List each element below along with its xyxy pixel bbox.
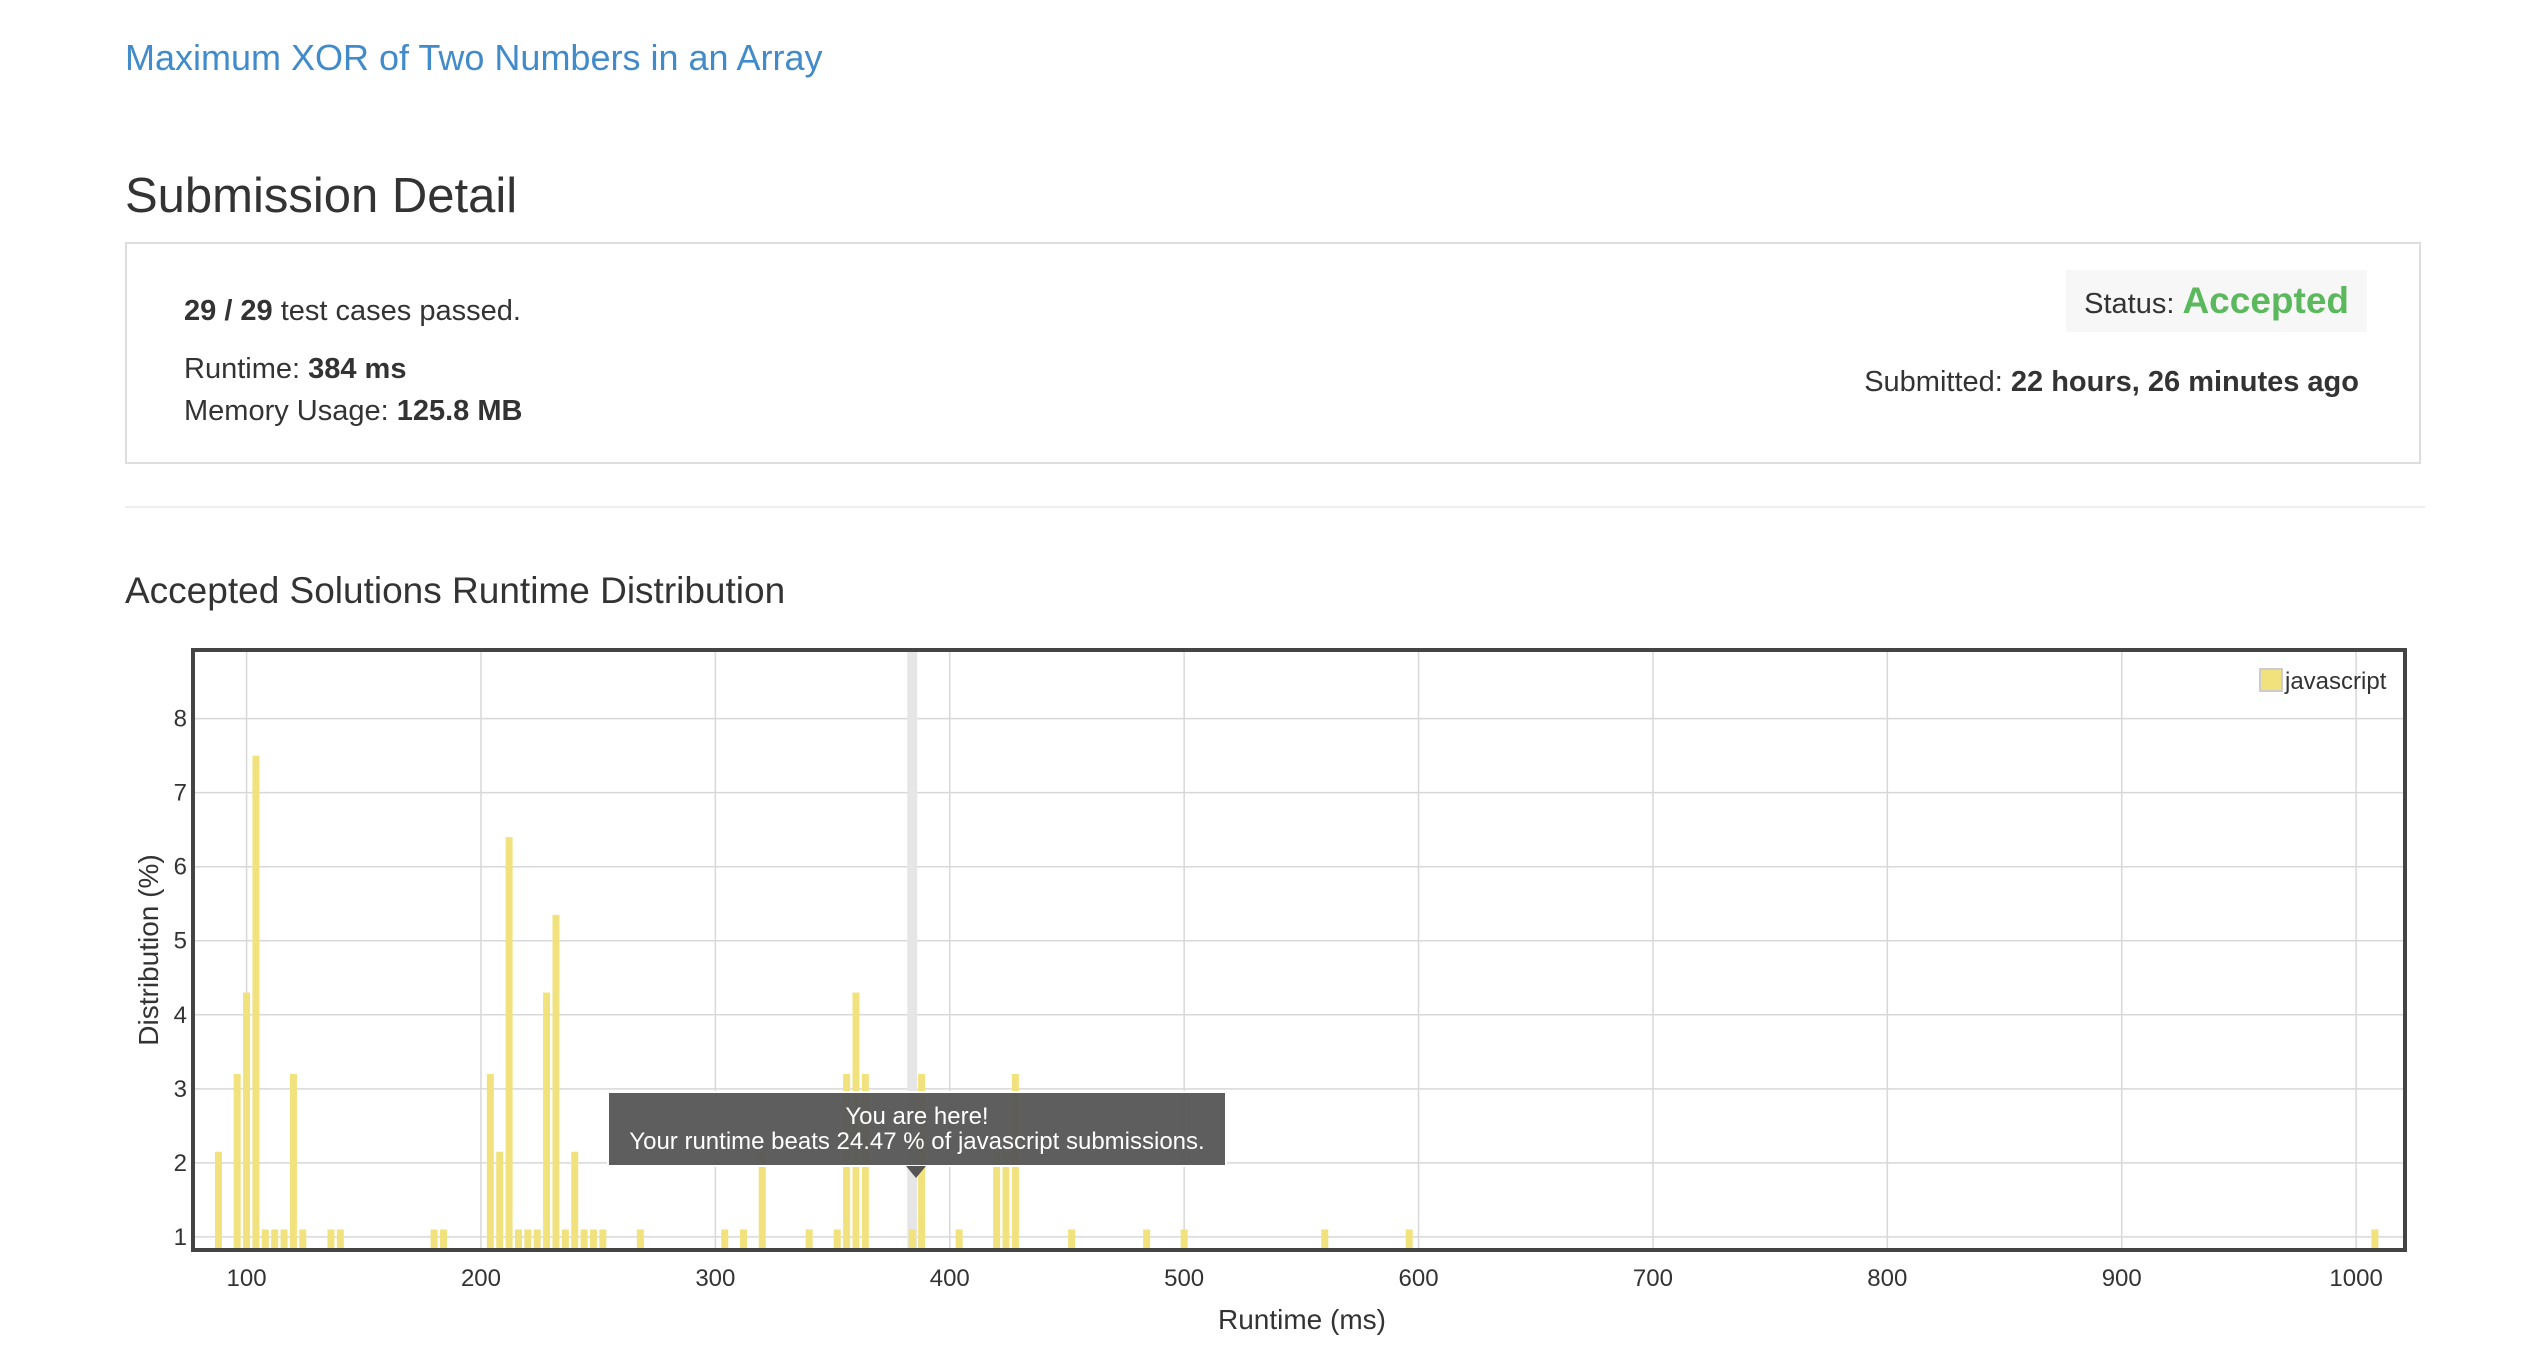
runtime-value: 384 ms	[308, 353, 407, 385]
x-tick-label: 300	[695, 1265, 735, 1292]
bar[interactable]	[758, 1151, 766, 1248]
chart-plot-frame	[191, 648, 2407, 1252]
bar[interactable]	[430, 1229, 438, 1248]
x-tick-label: 400	[930, 1265, 970, 1292]
y-axis-ticks: 1 2 3 4 5 6 7 8	[174, 706, 187, 1251]
bar[interactable]	[214, 1151, 222, 1248]
y-tick-label: 6	[174, 854, 187, 881]
bar[interactable]	[561, 1229, 569, 1248]
x-tick-label: 800	[1867, 1265, 1907, 1292]
x-axis-ticks: 100 200 300 400 500 600 700 800 900 1000	[227, 1265, 2383, 1292]
bar[interactable]	[496, 1151, 504, 1248]
submitted-label: Submitted:	[1864, 366, 2011, 398]
section-divider	[125, 506, 2425, 508]
runtime-distribution-chart: 100 200 300 400 500 600 700 800 900 1000 1 2 3 4 5 6 7 8…	[133, 648, 2407, 1335]
bar[interactable]	[1180, 1229, 1188, 1248]
problem-title-link[interactable]: Maximum XOR of Two Numbers in an Array	[125, 37, 823, 78]
submission-stats: 29 / 29 test cases passed. Runtime: 384 …	[184, 290, 522, 432]
x-tick-label: 900	[2102, 1265, 2142, 1292]
x-axis-label: Runtime (ms)	[1218, 1304, 1386, 1335]
y-tick-label: 7	[174, 780, 187, 807]
y-tick-label: 2	[174, 1150, 187, 1177]
bar[interactable]	[805, 1229, 813, 1248]
y-tick-label: 4	[174, 1002, 187, 1029]
bar[interactable]	[552, 914, 560, 1248]
runtime-label: Runtime:	[184, 353, 309, 385]
y-tick-label: 3	[174, 1076, 187, 1103]
page-title: Submission Detail	[125, 169, 518, 223]
bar[interactable]	[261, 1229, 269, 1248]
tooltip-arrow	[906, 1166, 926, 1178]
memory-row: Memory Usage: 125.8 MB	[184, 390, 522, 432]
bar[interactable]	[233, 1074, 241, 1248]
bar[interactable]	[571, 1151, 579, 1248]
test-cases-row: 29 / 29 test cases passed.	[184, 290, 522, 332]
y-tick-label: 8	[174, 706, 187, 733]
bar[interactable]	[993, 1151, 1001, 1248]
bar[interactable]	[524, 1229, 532, 1248]
x-tick-label: 100	[227, 1265, 267, 1292]
bar[interactable]	[908, 1229, 916, 1248]
runtime-tooltip: You are here! Your runtime beats 24.47 %…	[607, 1091, 1227, 1178]
bar[interactable]	[252, 755, 260, 1248]
bar[interactable]	[1321, 1229, 1329, 1248]
your-runtime-marker	[907, 652, 918, 1248]
tooltip-box	[607, 1091, 1227, 1167]
legend-swatch	[2259, 668, 2283, 692]
bar[interactable]	[2371, 1229, 2379, 1248]
bar[interactable]	[1002, 1151, 1010, 1248]
x-tick-label: 700	[1633, 1265, 1673, 1292]
status-badge: Status: Accepted	[2066, 270, 2367, 332]
runtime-row: Runtime: 384 ms	[184, 348, 522, 390]
bar[interactable]	[289, 1074, 297, 1248]
x-tick-label: 500	[1164, 1265, 1204, 1292]
chart-legend[interactable]: javascript	[2259, 668, 2387, 695]
bar[interactable]	[580, 1229, 588, 1248]
x-tick-label: 200	[461, 1265, 501, 1292]
bar[interactable]	[1143, 1229, 1151, 1248]
y-tick-label: 1	[174, 1224, 187, 1251]
tooltip-line-2: Your runtime beats 24.47 % of javascript…	[629, 1128, 1204, 1155]
bar[interactable]	[280, 1229, 288, 1248]
status-label: Status:	[2084, 288, 2183, 320]
y-axis-label: Distribution (%)	[133, 854, 164, 1045]
bar[interactable]	[299, 1229, 307, 1248]
bar[interactable]	[336, 1229, 344, 1248]
bar[interactable]	[1405, 1229, 1413, 1248]
chart-bars	[214, 755, 2379, 1248]
y-tick-label: 5	[174, 928, 187, 955]
bar[interactable]	[327, 1229, 335, 1248]
x-tick-label: 1000	[2329, 1265, 2382, 1292]
test-cases-count: 29 / 29	[184, 295, 273, 327]
bar[interactable]	[589, 1229, 597, 1248]
bar[interactable]	[543, 992, 551, 1248]
bar[interactable]	[721, 1229, 729, 1248]
bar[interactable]	[514, 1229, 522, 1248]
bar[interactable]	[739, 1229, 747, 1248]
bar[interactable]	[599, 1229, 607, 1248]
bar[interactable]	[439, 1229, 447, 1248]
bar[interactable]	[505, 837, 513, 1248]
status-value: Accepted	[2182, 280, 2349, 321]
bar[interactable]	[955, 1229, 963, 1248]
section-title: Accepted Solutions Runtime Distribution	[125, 570, 786, 611]
submitted-time: Submitted: 22 hours, 26 minutes ago	[1864, 366, 2359, 399]
bar[interactable]	[486, 1074, 494, 1248]
bar[interactable]	[533, 1229, 541, 1248]
chart-grid	[195, 652, 2403, 1248]
x-tick-label: 600	[1399, 1265, 1439, 1292]
bar[interactable]	[271, 1229, 279, 1248]
bar[interactable]	[243, 992, 251, 1248]
bar[interactable]	[1068, 1229, 1076, 1248]
memory-value: 125.8 MB	[396, 395, 523, 427]
bar[interactable]	[636, 1229, 644, 1248]
tooltip-line-1: You are here!	[845, 1103, 988, 1130]
bar[interactable]	[833, 1229, 841, 1248]
test-cases-text: test cases passed.	[272, 295, 521, 327]
memory-label: Memory Usage:	[184, 395, 397, 427]
legend-label: javascript	[2284, 668, 2387, 695]
submitted-value: 22 hours, 26 minutes ago	[2010, 366, 2359, 398]
submission-detail-box: 29 / 29 test cases passed. Runtime: 384 …	[125, 242, 2421, 464]
